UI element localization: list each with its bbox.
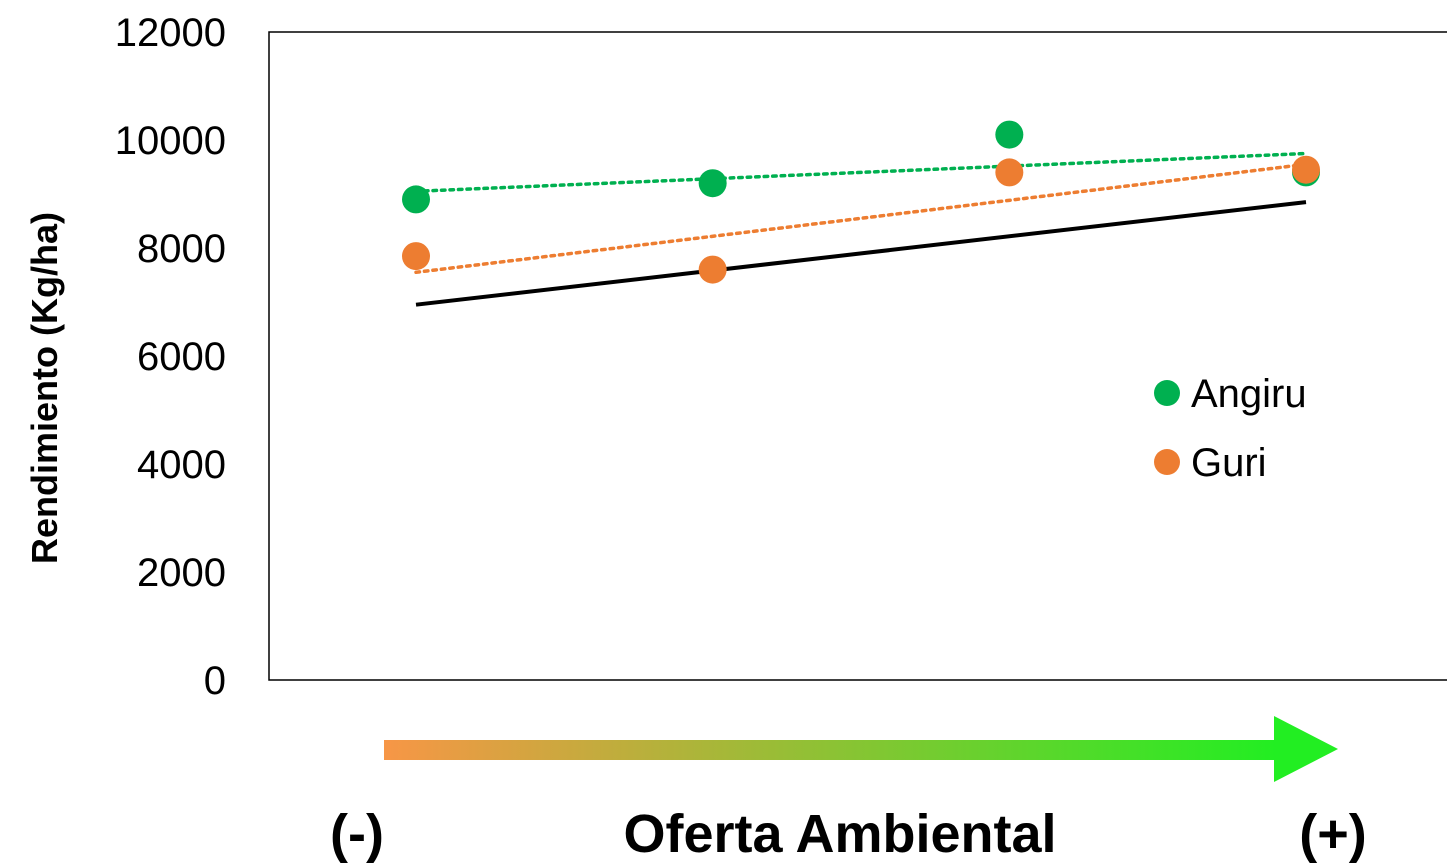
y-tick-label: 8000 (137, 227, 226, 271)
environment-arrow (384, 716, 1338, 782)
data-point-guri (1292, 155, 1320, 184)
data-point-guri (698, 255, 727, 284)
reference-line (415, 200, 1307, 307)
y-axis-title: Rendimiento (Kg/ha) (24, 212, 65, 564)
data-point-guri (995, 158, 1024, 187)
x-low-label: (-) (330, 804, 384, 864)
plot-area (268, 31, 1447, 681)
legend-marker-angiru (1154, 380, 1180, 406)
trendline-guri (414, 162, 1308, 275)
data-points (402, 120, 1320, 284)
legend-label-guri: Guri (1191, 441, 1267, 485)
trendlines (414, 151, 1308, 307)
x-axis-title: Oferta Ambiental (623, 804, 1056, 864)
y-tick-label: 6000 (137, 335, 226, 379)
data-point-guri (402, 242, 430, 271)
arrow-shaft (384, 740, 1276, 760)
y-tick-label: 12000 (115, 11, 226, 55)
legend-label-angiru: Angiru (1191, 372, 1307, 416)
data-point-angiru (402, 185, 430, 214)
y-tick-label: 4000 (137, 443, 226, 487)
legend: Angiru Guri (1154, 372, 1307, 485)
y-axis-ticks: 0 2000 4000 6000 8000 10000 12000 (115, 11, 226, 703)
y-tick-label: 0 (204, 659, 226, 703)
legend-marker-guri (1154, 449, 1180, 475)
data-point-angiru (995, 120, 1024, 149)
arrow-head (1274, 716, 1338, 782)
y-tick-label: 10000 (115, 119, 226, 163)
trendline-angiru (414, 151, 1308, 194)
x-high-label: (+) (1299, 804, 1367, 864)
y-tick-label: 2000 (137, 551, 226, 595)
data-point-angiru (698, 169, 727, 198)
